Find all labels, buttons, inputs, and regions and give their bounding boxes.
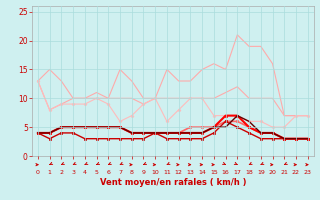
X-axis label: Vent moyen/en rafales ( km/h ): Vent moyen/en rafales ( km/h )	[100, 178, 246, 187]
